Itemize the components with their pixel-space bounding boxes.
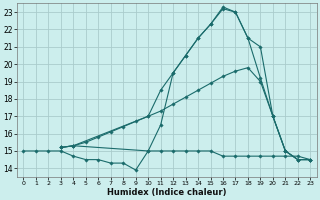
X-axis label: Humidex (Indice chaleur): Humidex (Indice chaleur) (107, 188, 227, 197)
